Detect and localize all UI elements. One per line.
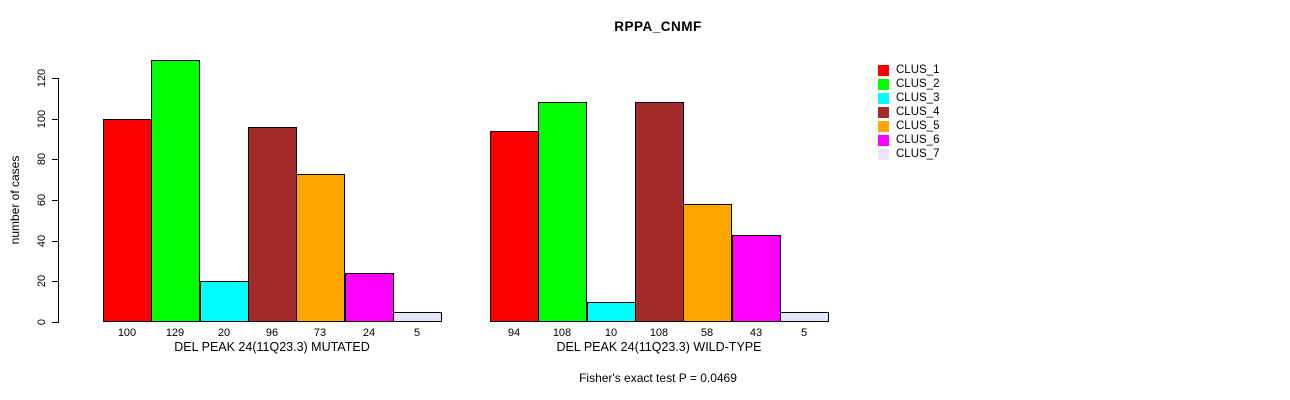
bar-value-label: 5 [800,327,808,339]
y-axis-tick [52,281,58,282]
bar-clus_3 [200,281,249,322]
y-axis-tick [52,241,58,242]
legend-label: CLUS_4 [896,106,940,118]
legend-item: CLUS_4 [878,106,939,118]
bar-value-label: 108 [649,327,669,339]
legend-color-swatch [878,78,889,90]
bar-clus_2 [151,60,200,322]
bar-clus_4 [635,102,684,322]
bar-clus_1 [490,131,539,322]
bar-value-label: 58 [700,327,714,339]
legend-label: CLUS_1 [896,64,940,76]
y-axis-tick-label: 80 [36,152,48,166]
bar-value-label: 94 [507,327,521,339]
y-axis-title: number of cases [8,155,22,245]
legend-color-swatch [878,134,889,146]
legend-item: CLUS_6 [878,134,939,146]
legend-color-swatch [878,148,889,160]
bar-clus_6 [345,273,394,322]
bar-value-label: 20 [217,327,231,339]
legend-label: CLUS_7 [896,148,940,160]
legend-label: CLUS_3 [896,92,940,104]
legend-item: CLUS_3 [878,92,939,104]
x-axis-group-label: DEL PEAK 24(11Q23.3) WILD-TYPE [556,340,762,354]
bar-clus_5 [683,204,732,322]
legend-color-swatch [878,106,889,118]
bar-value-label: 108 [552,327,572,339]
legend-color-swatch [878,92,889,104]
y-axis-tick-label: 120 [36,68,48,88]
bar-clus_7 [780,312,829,322]
bar-clus_2 [538,102,587,322]
bar-clus_6 [732,235,781,322]
y-axis-tick-label: 100 [36,109,48,129]
y-axis-tick [52,159,58,160]
x-axis-group-label: DEL PEAK 24(11Q23.3) MUTATED [174,340,370,354]
chart-title: RPPA_CNMF [614,19,702,34]
y-axis-tick [52,200,58,201]
legend-color-swatch [878,64,889,76]
legend-color-swatch [878,120,889,132]
bar-clus_3 [587,302,636,322]
legend-item: CLUS_2 [878,78,939,90]
bar-value-label: 73 [313,327,327,339]
bar-value-label: 129 [165,327,185,339]
y-axis-tick [52,119,58,120]
legend-label: CLUS_6 [896,134,940,146]
bar-value-label: 100 [117,327,137,339]
bar-value-label: 43 [749,327,763,339]
bar-value-label: 24 [362,327,376,339]
y-axis-line [58,78,59,323]
y-axis-tick [52,78,58,79]
legend-label: CLUS_2 [896,78,940,90]
bar-clus_5 [296,174,345,322]
bar-value-label: 5 [413,327,421,339]
fisher-test-annotation: Fisher's exact test P = 0.0469 [579,371,737,385]
bar-clus_4 [248,127,297,322]
legend-item: CLUS_7 [878,148,939,160]
bar-value-label: 96 [265,327,279,339]
bar-clus_7 [393,312,442,322]
bar-value-label: 10 [604,327,618,339]
y-axis-tick-label: 60 [36,193,48,207]
legend-item: CLUS_1 [878,64,939,76]
y-axis-tick [52,322,58,323]
y-axis-tick-label: 0 [36,318,48,326]
legend-label: CLUS_5 [896,120,940,132]
y-axis-tick-label: 20 [36,274,48,288]
legend-item: CLUS_5 [878,120,939,132]
bar-clus_1 [103,119,152,322]
y-axis-tick-label: 40 [36,234,48,248]
